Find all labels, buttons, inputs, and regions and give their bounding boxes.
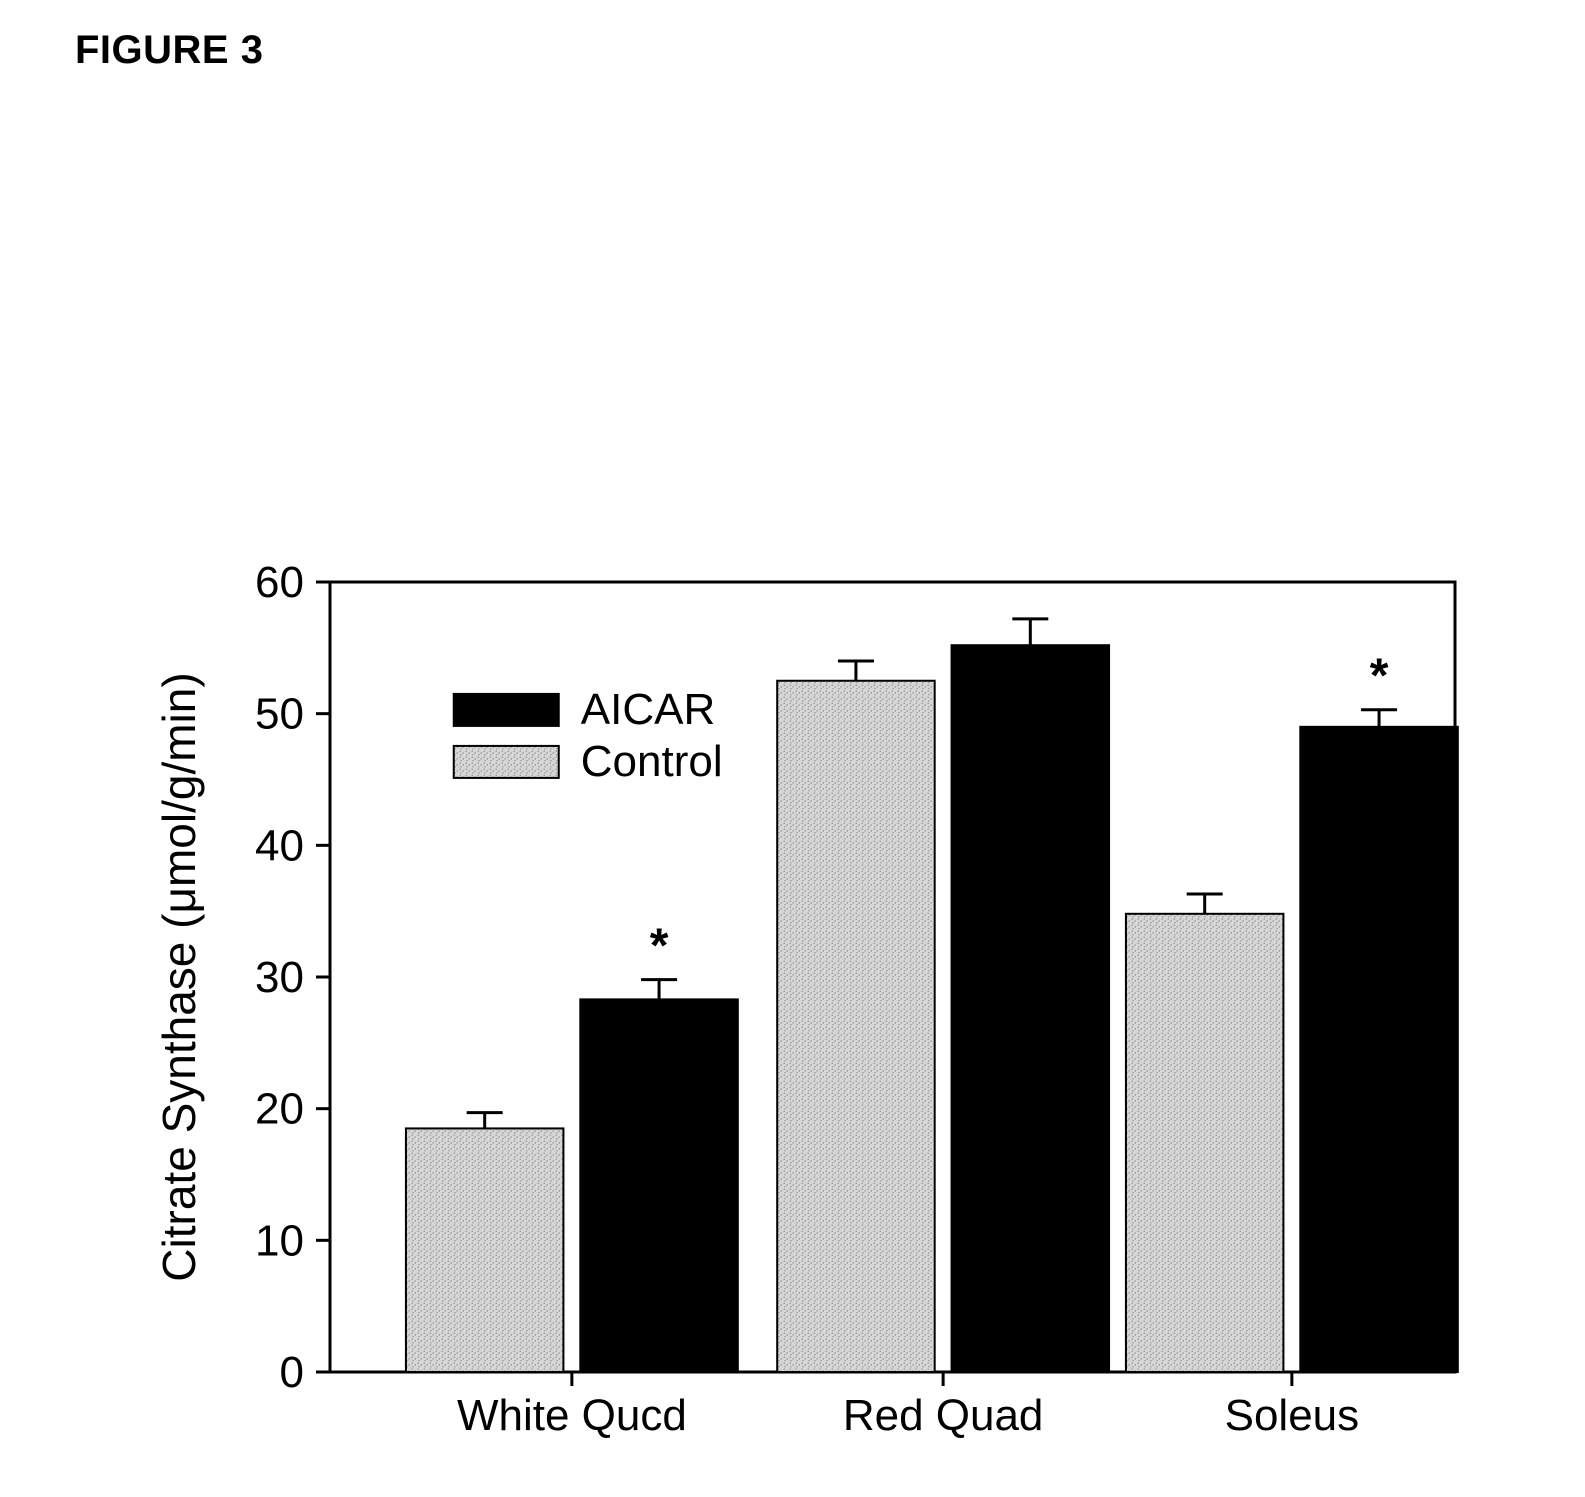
legend-label-control: Control (581, 737, 723, 786)
category-label: White Qucd (457, 1391, 687, 1440)
category-label: Soleus (1225, 1391, 1360, 1440)
legend-swatch-control (454, 746, 559, 778)
svg-text:20: 20 (255, 1085, 304, 1134)
svg-text:0: 0 (280, 1348, 304, 1397)
bar-soleus-control (1126, 914, 1284, 1372)
svg-text:40: 40 (255, 821, 304, 870)
svg-text:10: 10 (255, 1216, 304, 1265)
svg-text:Citrate Synthase (μmol/g/min): Citrate Synthase (μmol/g/min) (153, 672, 205, 1281)
legend-swatch-aicar (454, 694, 559, 726)
page: FIGURE 3 0 10 20 30 40 50 60 Citrate Synthase (… (0, 0, 1585, 1497)
svg-text:50: 50 (255, 690, 304, 739)
svg-text:30: 30 (255, 953, 304, 1002)
significance-star: * (1370, 650, 1389, 703)
bar-soleus-aicar (1300, 727, 1458, 1372)
significance-star: * (650, 920, 669, 973)
bar-white-qucd-aicar (580, 999, 738, 1372)
bar-white-qucd-control (406, 1128, 564, 1372)
bar-red-quad-control (777, 681, 935, 1372)
figure-title: FIGURE 3 (75, 28, 263, 73)
category-label: Red Quad (843, 1391, 1044, 1440)
citrate-synthase-chart: 0 10 20 30 40 50 60 Citrate Synthase (μmol/g/mi… (135, 552, 1495, 1472)
bar-red-quad-aicar (952, 645, 1110, 1372)
legend-label-aicar: AICAR (581, 685, 715, 734)
chart-svg: 0 10 20 30 40 50 60 Citrate Synthase (μmol/g/mi… (135, 552, 1495, 1472)
svg-text:60: 60 (255, 558, 304, 607)
